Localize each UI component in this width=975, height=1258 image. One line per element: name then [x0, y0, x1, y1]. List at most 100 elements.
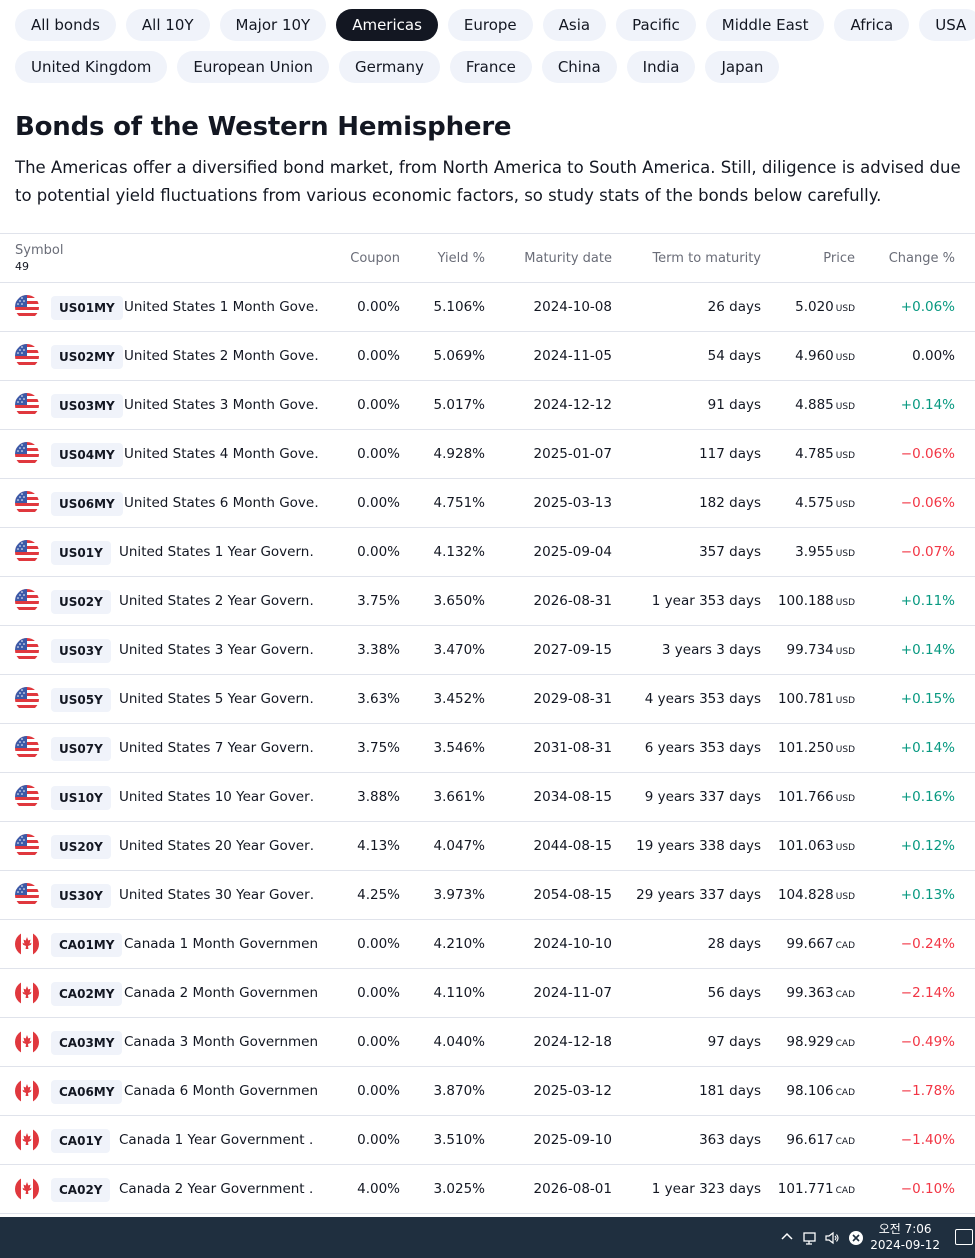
bond-ticker[interactable]: US06MY — [51, 492, 123, 516]
header-symbol[interactable]: Symbol 49 — [15, 243, 63, 275]
bond-ticker[interactable]: CA02Y — [51, 1178, 111, 1202]
table-row[interactable]: US07Y United States 7 Year Govern… 3.75% 3.… — [0, 724, 975, 773]
bond-name[interactable]: United States 6 Month Gove… — [124, 495, 319, 511]
price-value: 101.250 USD — [778, 740, 855, 756]
bond-name[interactable]: United States 4 Month Gove… — [124, 446, 319, 462]
coupon-value: 0.00% — [357, 936, 400, 952]
bond-name[interactable]: Canada 1 Year Government … — [119, 1132, 314, 1148]
bond-name[interactable]: United States 5 Year Govern… — [119, 691, 314, 707]
filter-chip-americas[interactable]: Americas — [336, 9, 438, 41]
header-term[interactable]: Term to maturity — [652, 251, 761, 266]
bond-ticker[interactable]: US02MY — [51, 345, 123, 369]
bond-ticker[interactable]: CA01MY — [51, 933, 123, 957]
table-row[interactable]: CA01Y Canada 1 Year Government … 0.00% 3.51… — [0, 1116, 975, 1165]
filter-chip-all-10y[interactable]: All 10Y — [125, 9, 210, 41]
bond-ticker[interactable]: CA03MY — [51, 1031, 123, 1055]
page-description: The Americas offer a diversified bond ma… — [15, 158, 961, 205]
table-row[interactable]: US06MY United States 6 Month Gove… 0.00% 4.… — [0, 479, 975, 528]
bond-name[interactable]: Canada 2 Month Governmen… — [124, 985, 319, 1001]
table-row[interactable]: US10Y United States 10 Year Gover… 3.88% 3.… — [0, 773, 975, 822]
table-row[interactable]: CA02MY Canada 2 Month Governmen… 0.00% 4.11… — [0, 969, 975, 1018]
network-icon[interactable] — [802, 1230, 818, 1246]
bond-name[interactable]: United States 7 Year Govern… — [119, 740, 314, 756]
price-value: 4.575 USD — [795, 495, 855, 511]
table-row[interactable]: US03MY United States 3 Month Gove… 0.00% 5.… — [0, 381, 975, 430]
bond-ticker[interactable]: CA01Y — [51, 1129, 111, 1153]
yield-value: 3.870% — [433, 1083, 485, 1099]
price-currency: USD — [835, 598, 855, 608]
header-price[interactable]: Price — [823, 251, 855, 266]
close-circle-icon[interactable] — [848, 1230, 864, 1246]
bond-name[interactable]: United States 2 Month Gove… — [124, 348, 319, 364]
bond-ticker[interactable]: US01Y — [51, 541, 111, 565]
bond-ticker[interactable]: US02Y — [51, 590, 111, 614]
header-maturity[interactable]: Maturity date — [524, 251, 612, 266]
bond-name[interactable]: United States 1 Year Govern… — [119, 544, 314, 560]
table-row[interactable]: US30Y United States 30 Year Gover… 4.25% 3.… — [0, 871, 975, 920]
price-value: 99.667 CAD — [786, 936, 855, 952]
coupon-value: 3.38% — [357, 642, 400, 658]
filter-chip-pacific[interactable]: Pacific — [616, 9, 696, 41]
table-row[interactable]: US01MY United States 1 Month Gove… 0.00% 5.… — [0, 283, 975, 332]
filter-chip-germany[interactable]: Germany — [338, 51, 440, 83]
bond-name[interactable]: United States 3 Year Govern… — [119, 642, 314, 658]
table-row[interactable]: US04MY United States 4 Month Gove… 0.00% 4.… — [0, 430, 975, 479]
table-row[interactable]: US20Y United States 20 Year Gover… 4.13% 4.… — [0, 822, 975, 871]
bond-name[interactable]: United States 10 Year Gover… — [119, 789, 314, 805]
bond-ticker[interactable]: US03MY — [51, 394, 123, 418]
filter-chip-africa[interactable]: Africa — [834, 9, 910, 41]
header-change[interactable]: Change % — [888, 251, 955, 266]
bond-name[interactable]: United States 20 Year Gover… — [119, 838, 314, 854]
bond-name[interactable]: Canada 3 Month Governmen… — [124, 1034, 319, 1050]
bond-ticker[interactable]: US04MY — [51, 443, 123, 467]
chevron-up-icon[interactable] — [779, 1230, 795, 1246]
us-flag-icon — [15, 785, 39, 809]
taskbar-clock[interactable]: 오전 7:06 2024-09-12 — [870, 1221, 940, 1253]
bond-ticker[interactable]: US03Y — [51, 639, 111, 663]
maturity-date: 2024-12-12 — [533, 397, 612, 413]
bond-ticker[interactable]: CA02MY — [51, 982, 123, 1006]
bond-name[interactable]: United States 1 Month Gove… — [124, 299, 319, 315]
bond-ticker[interactable]: US07Y — [51, 737, 111, 761]
bond-name[interactable]: Canada 1 Month Governmen… — [124, 936, 319, 952]
bond-ticker[interactable]: US20Y — [51, 835, 111, 859]
yield-value: 3.470% — [433, 642, 485, 658]
filter-chip-european-union[interactable]: European Union — [177, 51, 329, 83]
bond-ticker[interactable]: US01MY — [51, 296, 123, 320]
maturity-date: 2025-03-12 — [533, 1083, 612, 1099]
table-row[interactable]: CA06MY Canada 6 Month Governmen… 0.00% 3.87… — [0, 1067, 975, 1116]
table-row[interactable]: CA03MY Canada 3 Month Governmen… 0.00% 4.04… — [0, 1018, 975, 1067]
price-amount: 4.575 — [795, 495, 834, 511]
filter-chip-india[interactable]: India — [626, 51, 696, 83]
filter-chip-united-kingdom[interactable]: United Kingdom — [15, 51, 168, 83]
filter-chip-europe[interactable]: Europe — [447, 9, 533, 41]
header-coupon[interactable]: Coupon — [350, 251, 400, 266]
table-row[interactable]: US05Y United States 5 Year Govern… 3.63% 3.… — [0, 675, 975, 724]
table-row[interactable]: CA01MY Canada 1 Month Governmen… 0.00% 4.21… — [0, 920, 975, 969]
table-row[interactable]: US03Y United States 3 Year Govern… 3.38% 3.… — [0, 626, 975, 675]
filter-chip-all-bonds[interactable]: All bonds — [15, 9, 116, 41]
filter-chip-asia[interactable]: Asia — [542, 9, 607, 41]
bond-name[interactable]: Canada 2 Year Government … — [119, 1181, 314, 1197]
volume-icon[interactable] — [824, 1230, 840, 1246]
bond-ticker[interactable]: US10Y — [51, 786, 111, 810]
filter-chip-japan[interactable]: Japan — [705, 51, 780, 83]
filter-chip-major-10y[interactable]: Major 10Y — [219, 9, 327, 41]
bond-name[interactable]: United States 2 Year Govern… — [119, 593, 314, 609]
filter-chip-middle-east[interactable]: Middle East — [705, 9, 825, 41]
bond-ticker[interactable]: CA06MY — [51, 1080, 123, 1104]
bond-ticker[interactable]: US05Y — [51, 688, 111, 712]
filter-chip-usa[interactable]: USA — [919, 9, 975, 41]
filter-chip-france[interactable]: France — [449, 51, 532, 83]
table-row[interactable]: US01Y United States 1 Year Govern… 0.00% 4.… — [0, 528, 975, 577]
table-row[interactable]: US02MY United States 2 Month Gove… 0.00% 5.… — [0, 332, 975, 381]
header-yield[interactable]: Yield % — [437, 251, 485, 266]
table-row[interactable]: US02Y United States 2 Year Govern… 3.75% 3.… — [0, 577, 975, 626]
bond-name[interactable]: United States 30 Year Gover… — [119, 887, 314, 903]
bond-ticker[interactable]: US30Y — [51, 884, 111, 908]
filter-chip-china[interactable]: China — [541, 51, 617, 83]
bond-name[interactable]: United States 3 Month Gove… — [124, 397, 319, 413]
table-row[interactable]: CA02Y Canada 2 Year Government … 4.00% 3.02… — [0, 1165, 975, 1214]
notification-icon[interactable] — [955, 1229, 973, 1245]
bond-name[interactable]: Canada 6 Month Governmen… — [124, 1083, 319, 1099]
